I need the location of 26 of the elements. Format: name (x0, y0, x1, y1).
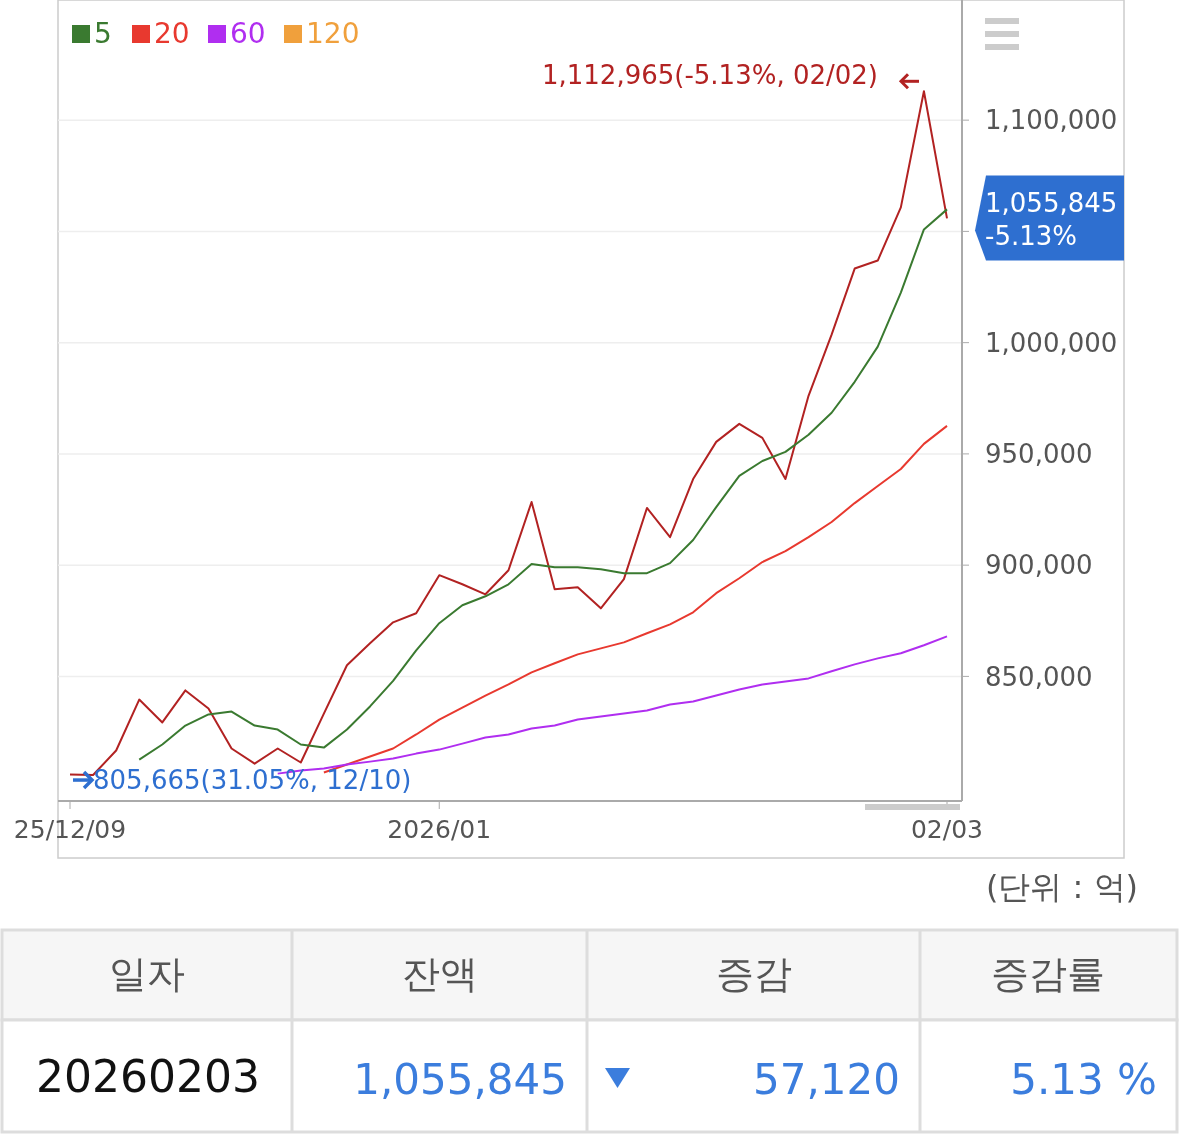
y-tick-label: 950,000 (985, 439, 1093, 469)
text: (단위 : 억) (985, 868, 1138, 906)
text: 57,120 (753, 1055, 900, 1104)
text: 증감 (716, 952, 792, 996)
annotation: 805,665(31.05%, 12/10) (93, 765, 412, 796)
line-series (138, 208, 948, 761)
legend-label: 60 (230, 17, 266, 50)
text: 증감률 (991, 952, 1105, 996)
text: 잔액 (402, 952, 478, 996)
x-tick-label: 25/12/09 (13, 815, 127, 844)
y-tick-label: 1,100,000 (985, 105, 1118, 136)
x-tick-label: 2026/01 (387, 815, 492, 844)
text: 5.13 % (1010, 1055, 1157, 1104)
legend-label: 120 (306, 17, 360, 50)
text: 1,055,845 (353, 1055, 567, 1104)
text: -5.13% (985, 221, 1077, 252)
y-tick-label: 900,000 (985, 550, 1093, 581)
annotation: 1,112,965(-5.13%, 02/02) (541, 60, 878, 91)
x-tick-label: 02/03 (910, 815, 984, 844)
legend-label: 20 (154, 17, 190, 50)
legend-label: 5 (94, 17, 112, 50)
text: 1,055,845 (985, 188, 1118, 219)
y-tick-label: 1,000,000 (985, 327, 1118, 358)
y-tick-label: 850,000 (985, 661, 1093, 692)
text: 일자 (109, 952, 185, 996)
text: 20260203 (36, 1051, 260, 1102)
